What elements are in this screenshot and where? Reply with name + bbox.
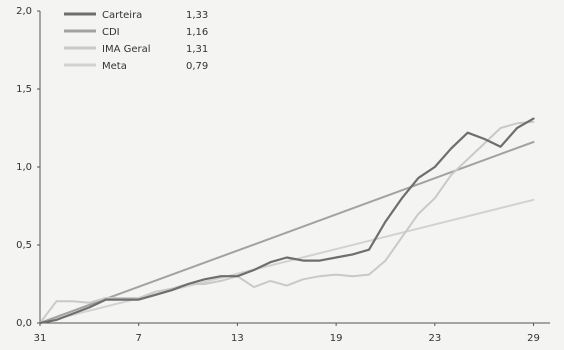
legend-entry-name: Carteira <box>102 10 142 21</box>
series-layer <box>38 117 535 325</box>
x-tick-label: 13 <box>231 333 244 344</box>
legend-entry-name: IMA Geral <box>102 44 151 55</box>
x-tick-label: 19 <box>330 333 343 344</box>
y-tick-label: 1,0 <box>16 162 32 173</box>
legend-entry-value: 1,31 <box>186 44 208 55</box>
series-line-cdi <box>39 141 535 324</box>
series-line-carteira <box>38 117 535 325</box>
y-tick-label: 0,0 <box>16 318 32 329</box>
series-line-ima-geral <box>39 120 535 324</box>
legend-entry-value: 0,79 <box>186 61 208 72</box>
y-tick-label: 1,5 <box>16 84 32 95</box>
x-tick-label: 23 <box>428 333 441 344</box>
series-line-meta <box>39 198 535 324</box>
y-tick-label: 2,0 <box>16 6 32 17</box>
y-tick-label: 0,5 <box>16 240 32 251</box>
x-tick-label: 7 <box>136 333 142 344</box>
legend-entry-name: CDI <box>102 27 120 38</box>
axes: 0,0 0,5 1,0 1,5 2,0 31 7 13 19 23 29 <box>16 6 550 344</box>
x-tick-label: 31 <box>34 333 47 344</box>
legend-entry-name: Meta <box>102 61 127 72</box>
legend: Carteira 1,33 CDI 1,16 IMA Geral 1,31 Meta 0,79 <box>64 10 208 72</box>
legend-entry-value: 1,33 <box>186 10 208 21</box>
legend-entry-value: 1,16 <box>186 27 208 38</box>
x-tick-label: 29 <box>527 333 540 344</box>
